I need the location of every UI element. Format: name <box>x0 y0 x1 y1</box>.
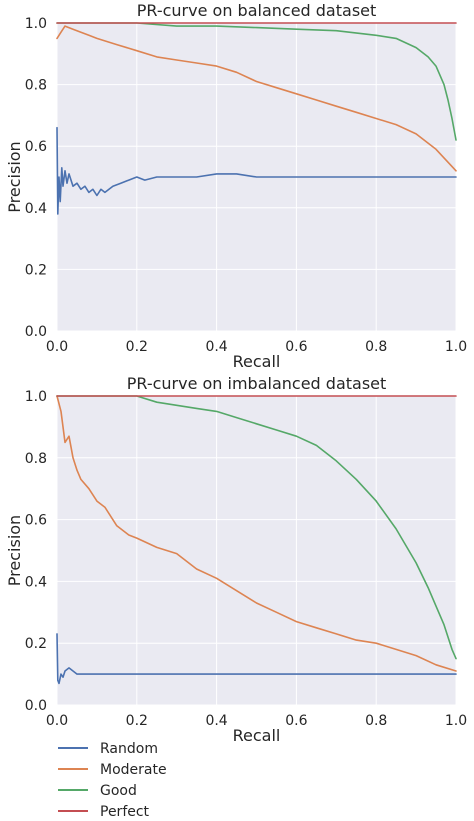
legend-label-perfect: Perfect <box>100 804 150 820</box>
y-tick-label: 0.2 <box>25 636 47 652</box>
chart-imbalanced: 0.0 0.2 0.4 0.6 0.8 1.0 0.0 0.2 0.4 0.6 0.8 1.0 PR-… <box>5 374 467 745</box>
chart-title-balanced: PR-curve on balanced dataset <box>137 1 377 20</box>
x-tick-label: 0.2 <box>126 339 148 355</box>
y-tick-label: 1.0 <box>25 16 47 32</box>
series-line-random-imbalanced <box>56 633 457 685</box>
legend-entry-perfect: Perfect <box>58 804 150 820</box>
y-tick-label: 0.6 <box>25 513 47 529</box>
x-tick-label: 0.4 <box>205 339 227 355</box>
y-axis-label-imbalanced: Precision <box>5 515 24 586</box>
y-tick-label: 0.4 <box>25 201 47 217</box>
x-tick-label: 0.0 <box>46 339 68 355</box>
legend: Random Moderate Good Perfect <box>58 741 167 820</box>
y-tick-label: 1.0 <box>25 389 47 405</box>
y-tick-label: 0.4 <box>25 574 47 590</box>
x-tick-label: 0.2 <box>126 713 148 729</box>
legend-label-moderate: Moderate <box>100 762 167 778</box>
y-tick-label: 0.0 <box>25 324 47 340</box>
series-group-balanced <box>56 22 457 215</box>
x-tick-label: 1.0 <box>445 339 467 355</box>
x-tick-label: 0.0 <box>46 713 68 729</box>
x-tick-label: 0.4 <box>205 713 227 729</box>
x-tick-label: 1.0 <box>445 713 467 729</box>
series-line-moderate-imbalanced <box>56 395 457 672</box>
y-tick-label: 0.0 <box>25 698 47 714</box>
x-tick-label: 0.6 <box>285 713 307 729</box>
series-line-good-balanced <box>56 22 457 141</box>
series-line-good-imbalanced <box>56 395 457 660</box>
ticks-imbalanced: 0.0 0.2 0.4 0.6 0.8 1.0 0.0 0.2 0.4 0.6 0.8 1.0 <box>25 389 467 729</box>
y-axis-label-balanced: Precision <box>5 141 24 212</box>
plot-area-imbalanced <box>57 396 456 705</box>
x-axis-label-balanced: Recall <box>233 352 281 371</box>
x-tick-label: 0.8 <box>365 713 387 729</box>
chart-title-imbalanced: PR-curve on imbalanced dataset <box>127 374 387 393</box>
legend-entry-random: Random <box>58 741 158 757</box>
legend-entry-good: Good <box>58 783 137 799</box>
legend-entry-moderate: Moderate <box>58 762 167 778</box>
series-group-imbalanced <box>56 395 457 685</box>
series-line-random-balanced <box>56 126 457 215</box>
y-tick-label: 0.2 <box>25 262 47 278</box>
legend-label-good: Good <box>100 783 137 799</box>
legend-label-random: Random <box>100 741 158 757</box>
ticks-balanced: 0.0 0.2 0.4 0.6 0.8 1.0 0.0 0.2 0.4 0.6 0.8 1.0 <box>25 16 467 355</box>
y-tick-label: 0.6 <box>25 139 47 155</box>
chart-balanced: 0.0 0.2 0.4 0.6 0.8 1.0 0.0 0.2 0.4 0.6 0.8 1.0 PR-… <box>5 1 467 371</box>
x-tick-label: 0.6 <box>285 339 307 355</box>
y-tick-label: 0.8 <box>25 78 47 94</box>
series-line-moderate-balanced <box>56 25 457 172</box>
x-axis-label-imbalanced: Recall <box>233 726 281 745</box>
y-tick-label: 0.8 <box>25 451 47 467</box>
x-tick-label: 0.8 <box>365 339 387 355</box>
